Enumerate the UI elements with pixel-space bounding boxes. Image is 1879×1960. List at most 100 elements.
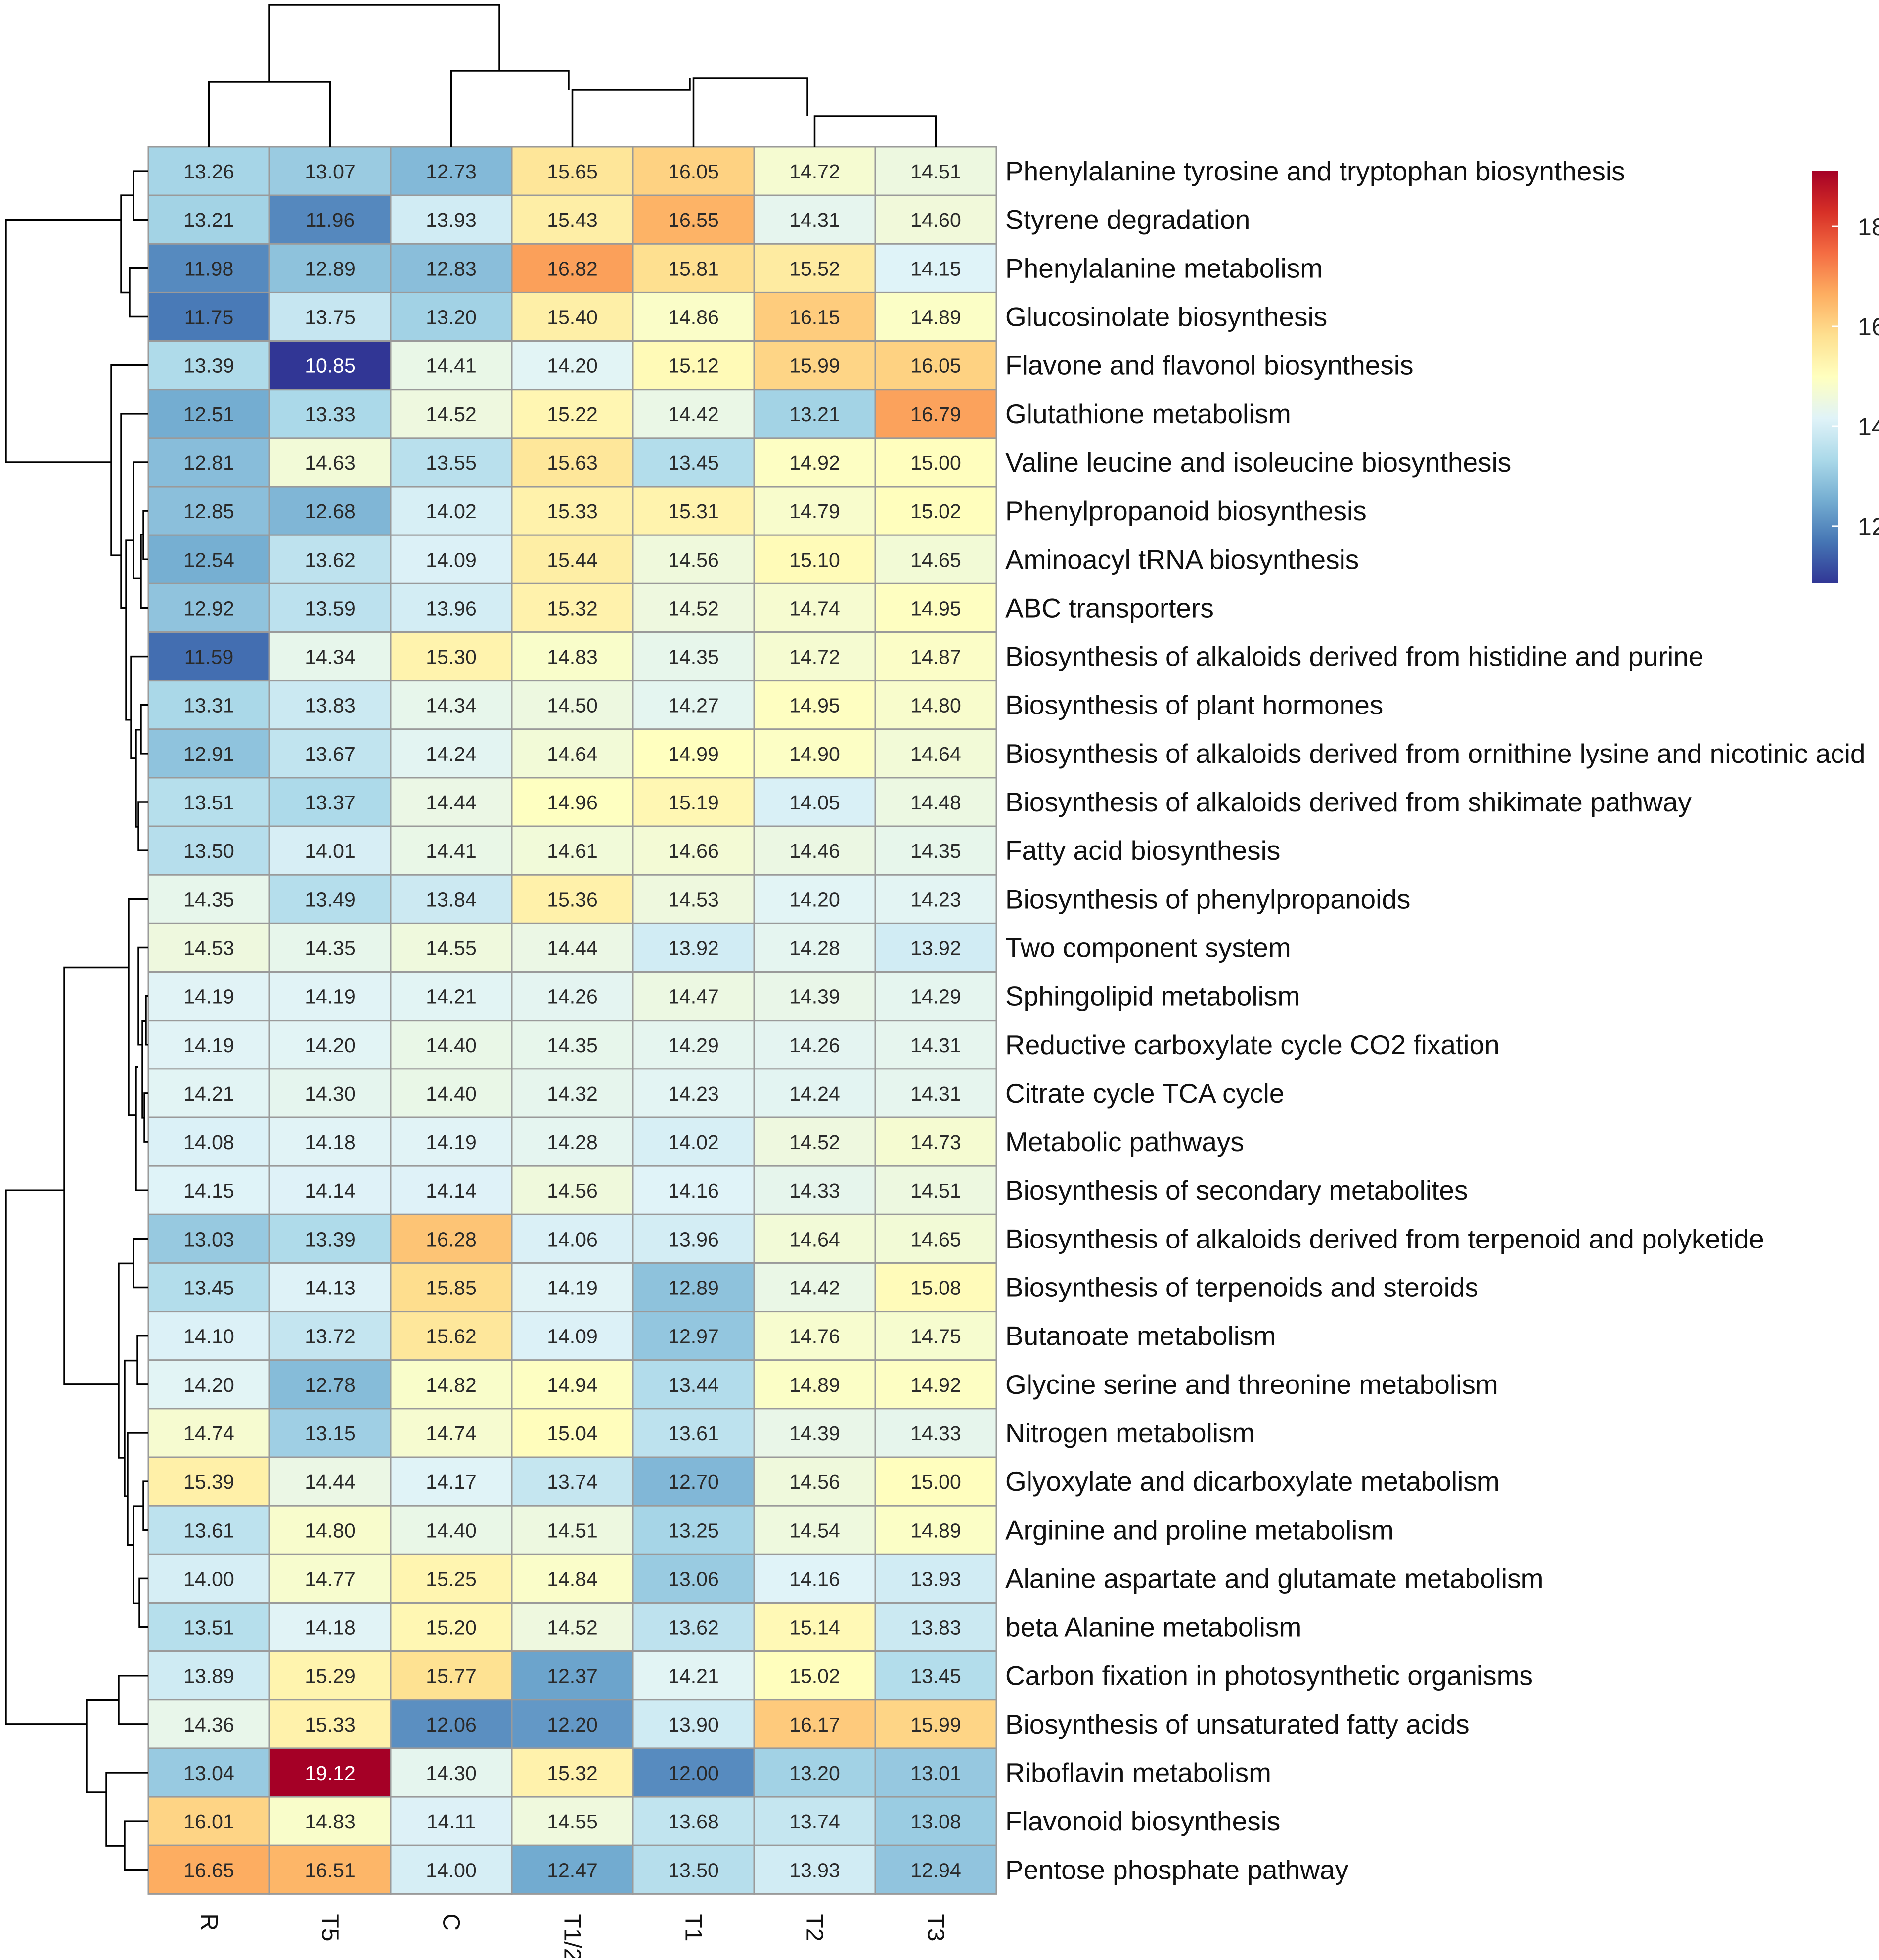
cell-value-label: 14.61 [547, 840, 598, 862]
cell-value-label: 14.51 [910, 1179, 961, 1202]
cell-value-label: 16.17 [789, 1713, 840, 1736]
heatmap-cell [632, 1747, 755, 1798]
cell-value-label: 15.63 [547, 451, 598, 474]
cell-value-label: 14.18 [305, 1616, 356, 1639]
cell-value-label: 14.40 [426, 1034, 477, 1057]
row-label: Biosynthesis of plant hormones [1005, 690, 1383, 720]
heatmap-cell [632, 1650, 755, 1701]
row-labels: Phenylalanine tyrosine and tryptophan bi… [1005, 156, 1866, 1885]
cell-value-label: 14.52 [426, 403, 477, 426]
cell-value-label: 14.56 [547, 1179, 598, 1202]
dendrogram-branch [136, 1335, 148, 1385]
dendrogram-branch [135, 1066, 148, 1191]
heatmap-cell [753, 437, 876, 488]
heatmap-cell [753, 631, 876, 682]
cell-value-label: 14.64 [789, 1228, 840, 1250]
cell-value-label: 14.89 [789, 1374, 840, 1396]
row-label: Alanine aspartate and glutamate metaboli… [1005, 1563, 1543, 1594]
cell-value-label: 14.53 [183, 936, 234, 959]
cell-value-label: 15.20 [426, 1616, 477, 1639]
cell-value-label: 14.23 [668, 1082, 719, 1105]
cell-value-label: 16.15 [789, 306, 840, 329]
heatmap-cell [874, 437, 997, 488]
column-label: T5 [317, 1914, 343, 1941]
heatmap-cell [632, 1020, 755, 1070]
heatmap-cell [147, 922, 270, 973]
heatmap-cell [632, 777, 755, 827]
cell-value-label: 14.09 [426, 548, 477, 571]
cell-value-label: 14.95 [910, 597, 961, 620]
cell-value-label: 14.20 [789, 888, 840, 911]
cell-value-label: 14.99 [668, 743, 719, 765]
row-label: Arginine and proline metabolism [1005, 1515, 1394, 1545]
cell-value-label: 14.65 [910, 548, 961, 571]
cell-value-label: 14.31 [789, 209, 840, 231]
dendrogram-branch [137, 946, 148, 1046]
heatmap-cell [632, 1165, 755, 1215]
cell-value-label: 14.40 [426, 1082, 477, 1105]
cell-value-label: 14.02 [668, 1131, 719, 1154]
cell-value-label: 14.01 [305, 840, 356, 862]
row-label: Biosynthesis of alkaloids derived from h… [1005, 641, 1703, 672]
cell-value-label: 15.32 [547, 597, 598, 620]
cell-value-label: 13.39 [305, 1228, 356, 1250]
heatmap-cell [753, 825, 876, 876]
cell-value-label: 14.05 [789, 791, 840, 814]
heatmap-cell [632, 486, 755, 536]
dendrogram-branch [140, 704, 148, 755]
heatmap-cell [511, 582, 634, 633]
cell-value-label: 13.61 [668, 1422, 719, 1445]
cell-value-label: 13.51 [183, 1616, 234, 1639]
cell-value-label: 15.99 [789, 355, 840, 377]
heatmap-cell [753, 1747, 876, 1798]
cell-value-label: 14.75 [910, 1325, 961, 1348]
cell-value-label: 14.65 [910, 1228, 961, 1250]
cell-value-label: 13.07 [305, 160, 356, 183]
cell-value-label: 14.41 [426, 355, 477, 377]
cell-value-label: 15.99 [910, 1713, 961, 1736]
row-label: Phenylalanine metabolism [1005, 253, 1323, 283]
heatmap-cell [147, 1359, 270, 1410]
row-label: Flavonoid biosynthesis [1005, 1806, 1280, 1836]
heatmap-cell [268, 1456, 392, 1507]
heatmap-cell [632, 1311, 755, 1361]
heatmap-cell [268, 1844, 392, 1895]
cell-value-label: 14.72 [789, 160, 840, 183]
heatmap-cell [511, 486, 634, 536]
cell-value-label: 14.35 [668, 646, 719, 668]
heatmap-cell [874, 1747, 997, 1798]
cell-value-label: 14.60 [910, 209, 961, 231]
cell-value-label: 16.55 [668, 209, 719, 231]
cell-value-label: 14.30 [305, 1082, 356, 1105]
heatmap-cell [147, 1796, 270, 1846]
row-label: Valine leucine and isoleucine biosynthes… [1005, 447, 1511, 478]
cell-value-label: 15.81 [668, 257, 719, 280]
heatmap-cell [511, 1165, 634, 1215]
heatmap-cell [390, 1844, 513, 1895]
column-label: T2 [802, 1914, 828, 1941]
heatmap-cell [632, 971, 755, 1022]
cell-value-label: 14.19 [183, 985, 234, 1008]
cell-value-label: 14.63 [305, 451, 356, 474]
cell-value-label: 13.62 [305, 548, 356, 571]
heatmap-cell [753, 680, 876, 730]
heatmap-cell [511, 243, 634, 293]
cell-value-label: 14.74 [183, 1422, 234, 1445]
cell-value-label: 14.92 [910, 1374, 961, 1396]
cell-value-label: 14.21 [426, 985, 477, 1008]
dendrogram-branch [450, 70, 570, 147]
cell-value-label: 12.78 [305, 1374, 356, 1396]
heatmap-cell [874, 1650, 997, 1701]
heatmap-cell [511, 437, 634, 488]
cell-value-label: 14.21 [668, 1665, 719, 1688]
heatmap-cell [753, 243, 876, 293]
cell-value-label: 16.05 [668, 160, 719, 183]
cell-value-label: 14.19 [183, 1034, 234, 1057]
heatmap-cell [268, 1699, 392, 1749]
legend-colorbar [1812, 171, 1838, 583]
cell-value-label: 13.59 [305, 597, 356, 620]
cell-value-label: 13.45 [668, 451, 719, 474]
cell-value-label: 14.39 [789, 985, 840, 1008]
heatmap-cell [147, 728, 270, 779]
